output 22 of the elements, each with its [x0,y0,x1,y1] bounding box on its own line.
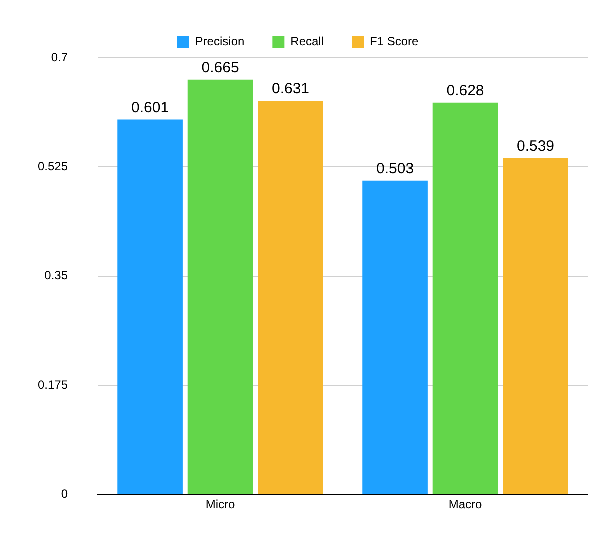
y-tick-label: 0 [61,487,68,502]
legend-label: F1 Score [370,34,420,48]
bar [432,102,498,494]
y-tick-label: 0.175 [38,378,68,392]
x-tick-label: Macro [448,497,482,512]
data-label: 0.503 [376,160,414,178]
y-tick-label: 0.7 [51,50,68,64]
bar [118,120,183,494]
y-tick-label: 0.35 [44,268,68,283]
legend-label: Recall [290,34,324,48]
data-label: 0.628 [446,82,484,100]
bar [503,158,568,494]
data-label: 0.601 [132,99,170,116]
bar [188,80,254,494]
y-tick-label: 0.525 [38,160,68,174]
legend-label: Precision [195,34,245,48]
data-label: 0.665 [202,59,240,76]
bar [258,101,324,494]
data-label: 0.631 [272,80,310,98]
data-label: 0.539 [516,138,555,156]
x-tick-label: Micro [206,497,236,512]
bar [362,180,428,494]
